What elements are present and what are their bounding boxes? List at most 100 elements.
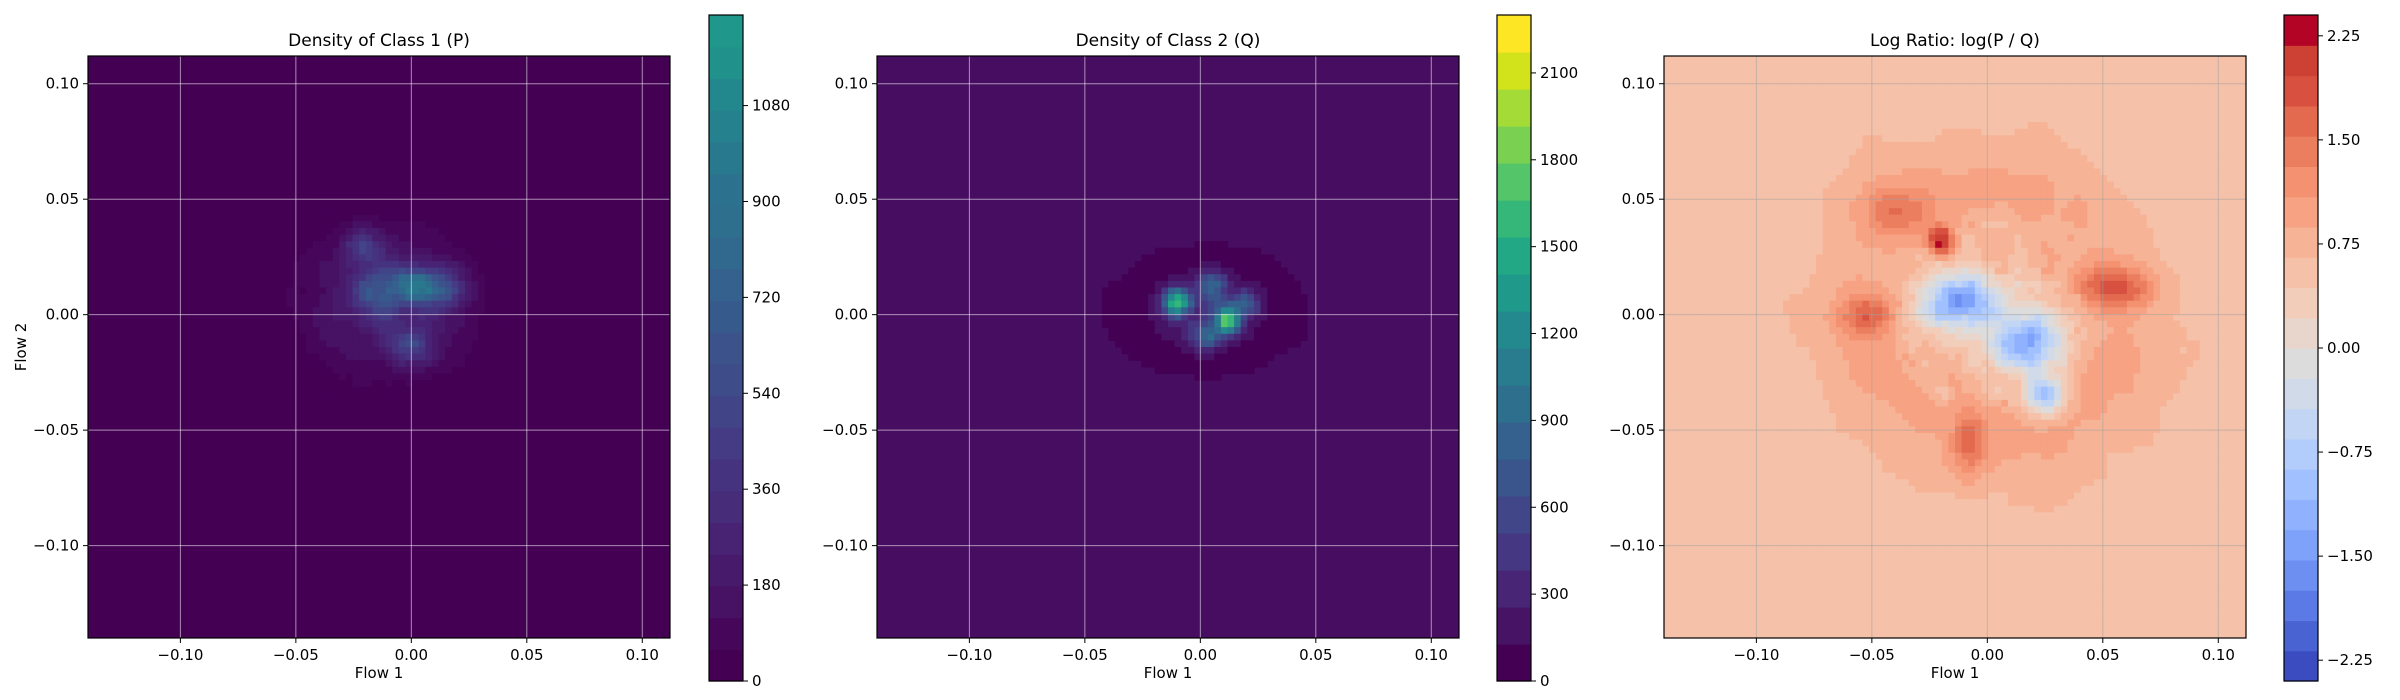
field-cell [1763,254,1771,262]
field-cell [1763,545,1771,553]
field-cell [1783,604,1791,613]
field-cell [1201,360,1209,368]
field-cell [1736,168,1744,176]
field-cell [1121,307,1129,315]
field-cell [379,267,387,275]
field-cell [1822,227,1830,236]
field-cell [1869,459,1877,467]
field-cell [1677,188,1685,196]
field-cell [266,300,274,308]
field-cell [385,300,393,308]
field-cell [1730,155,1738,163]
field-cell [458,347,466,355]
field-cell [1214,261,1222,269]
field-cell [1664,360,1672,368]
field-cell [1829,360,1837,368]
field-cell [1697,604,1705,613]
field-cell [1703,148,1711,156]
field-cell [412,380,420,388]
field-cell [1267,340,1275,348]
field-cell [1730,148,1738,156]
field-cell [398,300,407,308]
field-cell [1822,148,1830,156]
field-cell [1835,122,1844,130]
field-cell [1776,161,1784,170]
field-cell [1710,95,1718,103]
field-cell [398,333,407,341]
field-cell [1796,591,1804,599]
field-cell [1267,287,1275,295]
field-cell [1822,201,1830,209]
field-cell [1697,466,1705,474]
field-cell [1829,155,1837,163]
field-cell [1723,525,1731,533]
field-cell [1869,241,1877,249]
field-cell [1796,565,1804,573]
field-cell [1697,115,1705,123]
field-cell [1664,307,1672,315]
field-cell [1783,95,1791,103]
field-cell [1736,214,1744,222]
field-cell [1802,95,1811,103]
field-cell [1816,188,1824,196]
field-cell [1829,578,1837,586]
field-cell [286,360,294,368]
field-cell [1875,214,1883,222]
field-cell [312,274,321,282]
field-cell [1253,254,1262,262]
field-cell [1895,505,1903,513]
field-cell [1710,505,1718,513]
field-cell [1730,360,1738,368]
field-cell [1835,155,1844,163]
field-cell [1776,386,1784,394]
field-cell [1736,571,1744,580]
field-cell [1816,287,1824,295]
field-cell [1835,227,1844,236]
field-cell [359,393,367,401]
field-cell [1776,287,1784,295]
field-cell [1769,446,1778,454]
field-cell [1882,571,1890,580]
field-cell [259,261,268,269]
field-cell [1882,604,1890,613]
field-cell [1888,466,1897,474]
field-cell [1769,525,1778,533]
field-cell [1723,347,1731,355]
field-cell [385,386,393,394]
field-cell [1716,366,1725,375]
field-cell [504,320,512,328]
y-tick-label: 0.05 [835,190,868,208]
field-cell [1829,611,1837,619]
field-cell [1749,300,1758,308]
field-cell [451,208,459,216]
field-cell [1736,221,1744,229]
field-cell [1723,175,1731,183]
field-cell [1862,95,1870,103]
field-cell [345,188,354,196]
field-cell [1783,552,1791,560]
field-cell [1789,227,1797,236]
field-cell [1154,307,1162,315]
field-cell [1736,439,1744,447]
field-cell [1273,313,1282,322]
field-cell [1796,340,1804,348]
field-cell [1300,300,1308,308]
field-cell [1789,611,1797,619]
field-cell [1849,287,1857,295]
field-cell [517,320,526,328]
field-cell [332,399,340,408]
field-cell [1207,366,1215,375]
field-cell [1677,604,1685,613]
field-cell [1875,148,1883,156]
field-cell [1174,294,1182,302]
field-cell [1703,512,1711,520]
field-cell [339,386,347,394]
field-cell [1849,459,1857,467]
field-cell [1703,373,1711,381]
field-cell [1749,611,1758,619]
field-cell [1716,532,1725,540]
field-cell [484,340,493,348]
field-cell [1677,552,1685,560]
field-cell [1697,518,1705,527]
field-cell [431,313,440,322]
